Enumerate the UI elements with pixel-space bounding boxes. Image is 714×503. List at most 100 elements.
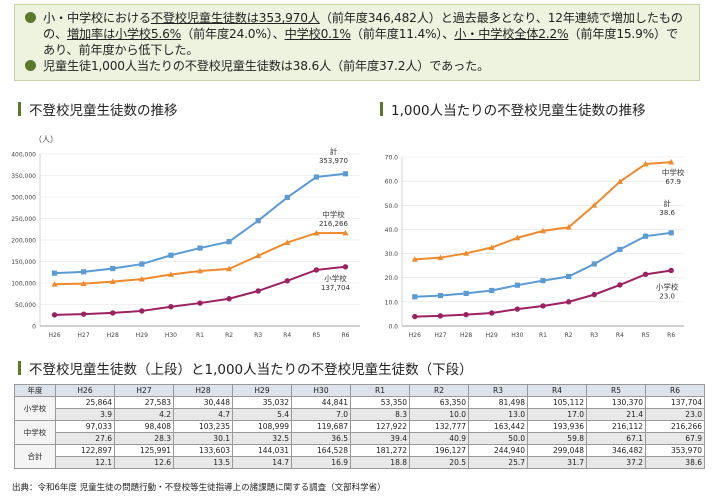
table-count-cell: 35,032 [232, 396, 292, 409]
table-count-cell: 132,777 [409, 420, 469, 433]
series-end-value-label: 137,704 [321, 284, 350, 292]
data-point [51, 270, 58, 276]
data-point [437, 254, 444, 261]
table-row-label: 合計 [14, 444, 56, 469]
left-chart-title: 不登校児童生徒数の推移 [18, 99, 178, 119]
data-point [591, 202, 598, 208]
table-rate-cell: 4.2 [114, 408, 174, 421]
table-rate-cell: 8.3 [350, 408, 410, 421]
data-point [197, 300, 203, 306]
y-tick-label: 300,000 [11, 195, 36, 202]
x-tick-label: H29 [486, 332, 498, 339]
data-point [110, 265, 116, 272]
table-count-cell: 137,704 [645, 396, 705, 409]
table-rate-cell: 32.5 [232, 432, 292, 445]
data-point [138, 275, 145, 282]
source-note: 出典：令和6年度 児童生徒の問題行動・不登校等生徒指導上の諸課題に関する調査（文… [12, 483, 386, 493]
data-point [284, 194, 290, 201]
data-point [197, 245, 203, 251]
data-point [668, 230, 674, 236]
title-bar-icon [380, 102, 383, 116]
y-tick-label: 0.0 [388, 324, 398, 331]
table-rate-cell: 31.7 [527, 456, 587, 469]
summary-box: 小・中学校における不登校児童生徒数は353,970人（前年度346,482人）と… [14, 4, 700, 81]
y-tick-label: 200,000 [11, 238, 36, 245]
x-tick-label: H28 [107, 332, 119, 339]
data-table: 年度 H26 H27 H28 H29 H30 R1 R2 R3 R4 R5 R6 小学校 25,864 2… [14, 384, 705, 469]
x-tick-label: R4 [283, 332, 291, 339]
title-bar-icon [18, 361, 21, 375]
table-row-rate: 27.6 28.3 30.1 32.5 36.5 39.4 40.9 50.0 59.8 67.1… [15, 432, 705, 445]
data-point [642, 233, 649, 239]
table-row-label: 中学校 [14, 420, 56, 445]
x-tick-label: H29 [136, 332, 148, 339]
data-point [81, 269, 87, 275]
data-point [342, 171, 349, 177]
table-count-cell: 181,272 [350, 444, 410, 457]
table-rate-cell: 67.9 [645, 432, 705, 445]
data-point [197, 267, 203, 274]
table-count-cell: 163,442 [468, 420, 528, 433]
table-count-cell: 125,991 [114, 444, 174, 457]
series-line [54, 265, 346, 316]
data-point [565, 224, 572, 230]
table-count-cell: 130,370 [586, 396, 646, 409]
table-rate-cell: 16.9 [291, 456, 351, 469]
x-tick-label: R1 [539, 332, 547, 339]
data-point [591, 261, 597, 267]
series-line [414, 161, 672, 261]
data-point [342, 264, 349, 270]
table-count-cell: 164,528 [291, 444, 351, 457]
data-point [489, 310, 495, 316]
table-header-cell: R5 [586, 384, 646, 397]
y-tick-label: 60.0 [385, 179, 399, 186]
x-tick-label: H30 [511, 332, 523, 339]
x-tick-label: H26 [409, 332, 421, 339]
series-name-label: 中学校 [662, 167, 685, 177]
table-count-cell: 133,603 [173, 444, 233, 457]
table-rate-cell: 4.7 [173, 408, 233, 421]
data-point [540, 278, 546, 284]
table-title: 不登校児童生徒数（上段）と1,000人当たりの不登校児童生徒数（下段） [18, 358, 473, 378]
data-point [255, 288, 261, 294]
series-name-label: 小学校 [656, 281, 679, 291]
table-header-cell: R1 [350, 384, 410, 397]
table-header-cell: R4 [527, 384, 587, 397]
data-point [226, 239, 232, 245]
table-rate-cell: 12.1 [55, 456, 115, 469]
data-point [514, 234, 521, 241]
data-point [566, 273, 572, 280]
data-point [540, 303, 546, 309]
table-rate-cell: 10.0 [409, 408, 469, 421]
data-point [616, 178, 623, 185]
table-count-cell: 97,033 [55, 420, 115, 433]
table-rate-cell: 7.0 [291, 408, 351, 421]
table-header-cell: R6 [645, 384, 705, 397]
title-bar-icon [18, 102, 21, 116]
data-point [565, 299, 572, 305]
y-tick-label: 50,000 [15, 302, 36, 309]
x-tick-label: H27 [78, 332, 90, 339]
table-header-cell: H27 [114, 384, 174, 397]
table-header-cell: R3 [468, 384, 528, 397]
table-header-cell: H26 [55, 384, 115, 397]
table-count-cell: 103,235 [173, 420, 233, 433]
table-count-cell: 193,936 [527, 420, 587, 433]
data-point [255, 218, 261, 224]
data-point [489, 287, 495, 294]
table-rate-cell: 67.1 [586, 432, 646, 445]
data-point [617, 246, 623, 253]
table-rate-cell: 28.3 [114, 432, 174, 445]
x-tick-label: R1 [196, 332, 204, 339]
data-point [342, 229, 349, 236]
table-count-cell: 144,031 [232, 444, 292, 457]
table-header-cell: H29 [232, 384, 292, 397]
data-point [411, 256, 418, 262]
x-tick-label: H27 [434, 332, 446, 339]
table-row-count: 合計 122,897 125,991 133,603 144,031 164,528 181… [14, 444, 705, 469]
data-point [437, 313, 444, 319]
table-count-cell: 108,999 [232, 420, 292, 433]
series-name-label: 小学校 [324, 273, 347, 283]
table-count-cell: 244,940 [468, 444, 528, 457]
table-header-row: 年度 H26 H27 H28 H29 H30 R1 R2 R3 R4 R5 R6 [14, 384, 705, 397]
